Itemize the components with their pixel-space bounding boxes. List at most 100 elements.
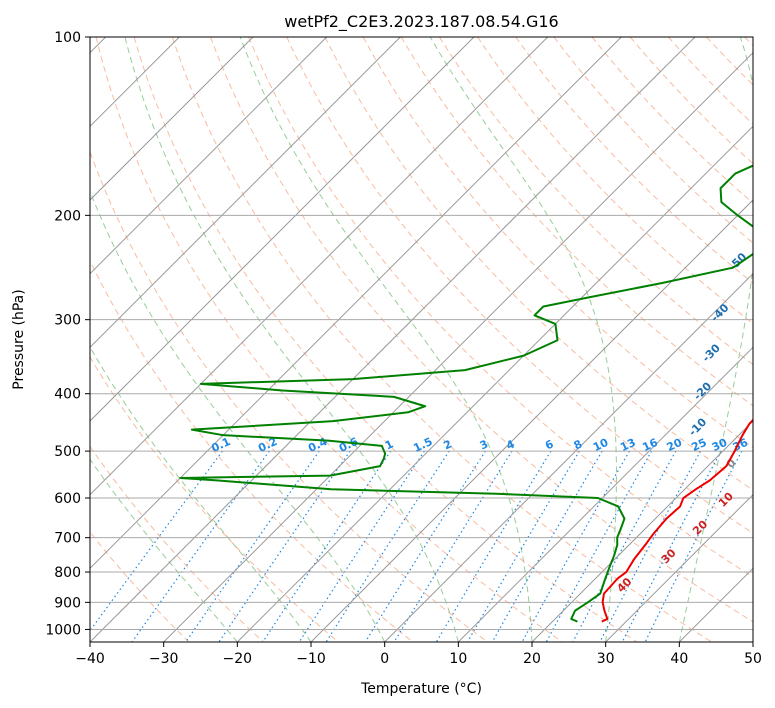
x-tick-label: 0 [380, 651, 389, 667]
isotherm-line [90, 37, 475, 422]
dry-adiabat-line [744, 37, 753, 47]
x-axis: −40 −30 −20 −10 0 10 20 30 40 50 [75, 642, 762, 667]
mixing-ratio-label: 2 [442, 437, 454, 452]
isotherm-line [90, 37, 622, 570]
dry-adiabat-line [90, 445, 264, 642]
y-axis-label: Pressure (hPa) [11, 289, 27, 389]
moist-adiabat-line [90, 458, 238, 642]
dry-adiabat-line [171, 37, 712, 642]
x-axis-label: Temperature (°C) [360, 681, 482, 697]
mixing-ratio-label: 0.6 [337, 435, 360, 455]
adiabat-label: -20 [691, 379, 714, 402]
dry-adiabat-line [439, 37, 753, 366]
x-tick-label: −10 [296, 651, 326, 667]
mixing-ratio-line [572, 450, 677, 642]
mixing-ratio-label: 0.1 [209, 435, 232, 455]
x-tick-label: −30 [149, 651, 179, 667]
y-tick-label: 200 [54, 208, 81, 224]
adiabat-label: -30 [700, 341, 723, 364]
moist-adiabat-line [90, 189, 386, 642]
y-tick-label: 300 [54, 313, 81, 329]
x-tick-label: 10 [449, 651, 467, 667]
y-tick-label: 500 [54, 444, 81, 460]
moist-adiabat-line [90, 345, 312, 642]
moist-adiabat-line [678, 37, 753, 642]
dry-adiabat-line [324, 37, 753, 491]
isotherm-line [90, 37, 328, 275]
y-tick-label: 100 [54, 30, 81, 46]
y-tick-label: 700 [54, 531, 81, 547]
isotherm-label: 10 [716, 490, 736, 510]
y-tick-label: 800 [54, 565, 81, 581]
isotherm-line [752, 641, 753, 642]
isotherm-line [90, 37, 401, 349]
dry-adiabat-line [591, 37, 753, 204]
isotherm-line [236, 125, 753, 642]
dry-adiabat-line [90, 531, 190, 642]
mixing-ratio-label: 4 [504, 437, 517, 452]
mixing-ratio-line [131, 450, 270, 642]
mixing-ratio-line [521, 450, 631, 642]
chart-title: wetPf2_C2E3.2023.187.08.54.G16 [284, 12, 558, 32]
dry-adiabat-line [400, 37, 753, 407]
mixing-ratio-line [545, 450, 653, 642]
dry-adiabat-line [248, 37, 753, 578]
plot-frame [89, 36, 754, 643]
isotherm-label: 20 [690, 517, 710, 537]
dry-adiabat-line [210, 37, 753, 623]
isotherm-line [90, 37, 696, 642]
x-tick-label: −20 [223, 651, 253, 667]
mixing-ratio-label: 1.5 [411, 435, 434, 455]
isotherm-line [90, 37, 549, 496]
mixing-ratio-line [185, 450, 320, 642]
mixing-ratio-label: 25 [689, 436, 708, 454]
adiabat-label: -40 [708, 301, 731, 324]
isotherm-line [605, 493, 753, 642]
y-axis: 100 200 300 400 500 600 700 800 900 1000 [45, 30, 90, 638]
adiabat-labels: -100-90-80-70-60-50-40-30-20-10 [686, 156, 775, 438]
mixing-ratio-label: 10 [591, 436, 611, 454]
mixing-ratio-label: 20 [665, 436, 685, 454]
moist-adiabat-line [124, 37, 459, 642]
mixing-ratio-line [466, 450, 580, 642]
mixing-ratio-label: 6 [543, 437, 556, 452]
mixing-ratio-line [435, 450, 552, 642]
isotherm-line [310, 199, 753, 642]
isotherm-line [457, 346, 753, 642]
adiabat-label: -70 [768, 156, 775, 179]
dewpoint-line [179, 164, 753, 623]
dry-adiabat-line [133, 37, 638, 642]
isobar-grid [90, 37, 753, 630]
dry-adiabat-line [90, 356, 339, 642]
y-tick-label: 600 [54, 491, 81, 507]
dry-adiabat-line [553, 37, 753, 244]
mixing-ratio-line [364, 450, 486, 642]
dry-adiabat-line [90, 259, 414, 642]
mixing-ratio-line [491, 450, 603, 642]
dry-adiabat-line [95, 37, 563, 642]
x-tick-label: 50 [744, 651, 762, 667]
moist-adiabat-line [239, 37, 533, 642]
adiabat-label: -60 [752, 198, 775, 221]
mixing-ratio-label: 1 [383, 437, 395, 452]
adiabat-label: -10 [686, 415, 709, 438]
dry-adiabat-line [286, 37, 753, 534]
mixing-ratio-label: 0.4 [306, 435, 329, 455]
mixing-ratio-line [262, 450, 392, 642]
dry-adiabat-line [668, 37, 753, 125]
dry-adiabats [90, 37, 753, 642]
mixing-ratio-lines [90, 450, 743, 642]
mixing-ratio-line [393, 450, 513, 642]
plot-area: -100-90-80-70-60-50-40-30-20-10 0.10.20.… [90, 37, 775, 642]
x-tick-label: 30 [597, 651, 615, 667]
isotherm-line [384, 272, 753, 642]
dry-adiabat-line [706, 37, 753, 86]
y-tick-label: 900 [54, 595, 81, 611]
mixing-ratio-label: 16 [640, 436, 660, 454]
isotherm-line [90, 37, 254, 201]
isotherm-grid [90, 37, 753, 642]
isotherm-line [531, 420, 753, 642]
x-tick-label: 20 [523, 651, 541, 667]
